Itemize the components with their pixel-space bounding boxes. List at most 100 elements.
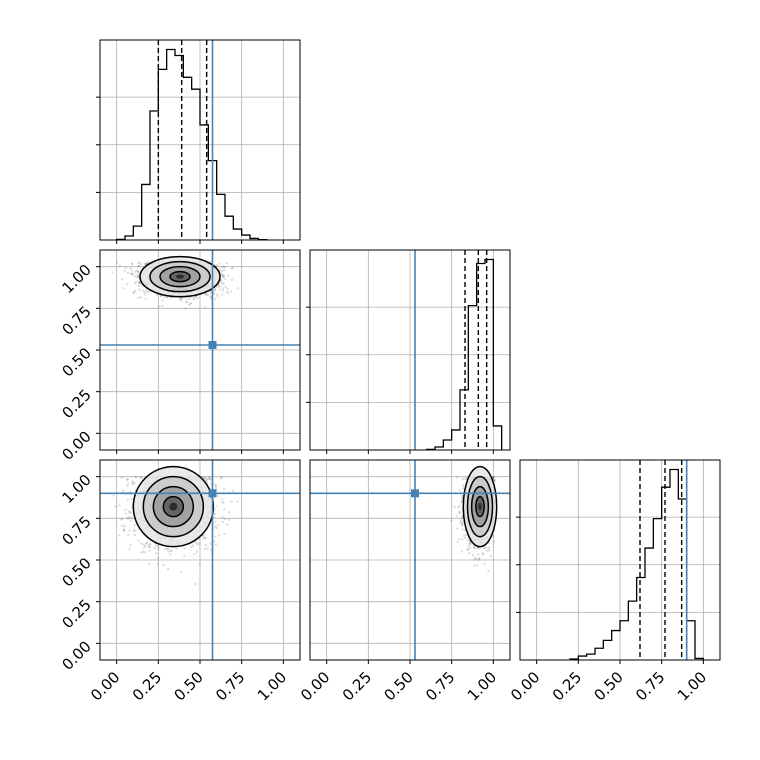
histogram-bar [628,601,636,660]
sample-point [214,288,217,291]
sample-point [163,296,166,299]
sample-point [453,505,456,508]
sample-point [169,553,172,556]
sample-point [460,501,463,504]
sample-point [137,539,140,542]
sample-point [209,292,213,295]
truth-marker [208,341,217,349]
sample-point [461,477,465,481]
x-tick-label: 1.00 [674,668,710,704]
sample-point [156,556,160,559]
sample-point [461,522,464,526]
sample-point [129,490,132,493]
panel-body [569,460,704,660]
sample-point [195,541,198,545]
sample-point [456,540,459,543]
sample-point [492,477,495,480]
sample-point [112,494,115,497]
x-tick-label: 0.00 [87,668,123,704]
sample-point [227,291,230,295]
sample-point [487,546,490,549]
sample-point [130,498,133,501]
sample-point [492,475,495,479]
histogram-bar [662,487,670,660]
sample-point [148,549,151,552]
sample-point [205,479,208,482]
sample-point [236,287,239,290]
sample-point [146,261,149,264]
sample-point [144,544,147,548]
panel-body [100,250,300,450]
sample-point [126,518,129,521]
sample-point [218,268,221,271]
sample-point [140,476,143,480]
histogram-bar [133,226,141,240]
sample-point [478,556,481,559]
x-tick-label: 0.25 [549,668,585,704]
sample-point [215,264,218,267]
sample-point [215,526,218,530]
sample-point [170,296,173,300]
sample-point [463,536,466,540]
histogram-bar [225,216,233,240]
sample-point [124,508,127,511]
sample-point [214,543,217,546]
sample-point [179,570,183,574]
sample-point [161,304,164,308]
sample-point [189,302,193,305]
sample-point [492,476,495,479]
sample-point [222,265,225,268]
sample-point [185,301,189,304]
sample-point [205,478,208,481]
sample-point [486,549,489,552]
sample-point [469,546,472,549]
sample-point [221,287,224,290]
sample-point [193,582,197,586]
x-tick-label: 0.50 [380,668,416,704]
sample-point [231,266,234,269]
sample-point [137,296,140,300]
sample-point [214,535,217,538]
y-tick-label: 0.50 [58,344,94,380]
sample-point [473,546,476,549]
sample-point [140,551,143,554]
density-level [478,502,482,511]
sample-point [218,262,221,265]
sample-point [124,267,127,270]
truth-marker [208,489,217,498]
sample-point [126,533,130,536]
sample-point [214,485,218,488]
sample-point [135,269,138,272]
sample-point [478,558,481,561]
sample-point [227,518,230,521]
sample-point [472,558,476,561]
sample-point [222,274,225,278]
sample-point [471,554,475,557]
sample-point [221,274,224,277]
sample-point [467,544,470,548]
y-tick-label: 0.25 [58,386,94,422]
sample-point [468,542,472,545]
joint-panel-0-1: 0.000.250.500.751.00 [58,249,301,464]
sample-point [129,543,132,547]
sample-point [145,542,148,545]
sample-point [146,540,149,544]
sample-point [460,500,463,503]
sample-point [126,516,129,519]
histogram-bar [242,235,250,240]
sample-point [209,548,212,552]
histogram-bar [217,194,225,240]
sample-point [130,517,134,520]
sample-point [230,267,233,270]
x-tick-label: 0.00 [507,668,543,704]
sample-point [140,284,143,287]
histogram-bar [183,77,191,240]
sample-point [216,494,219,497]
panel-body [414,250,503,450]
sample-point [487,569,490,572]
histogram-panel-0 [96,39,301,244]
sample-point [130,272,133,275]
sample-point [137,261,140,264]
sample-point [122,489,125,492]
density-contour [139,255,221,298]
